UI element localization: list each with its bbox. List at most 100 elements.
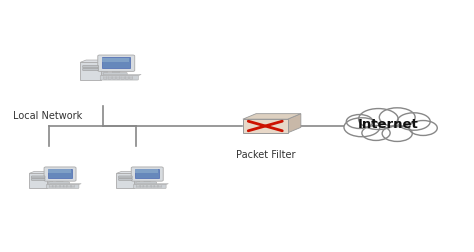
FancyBboxPatch shape bbox=[155, 186, 158, 187]
FancyBboxPatch shape bbox=[155, 187, 158, 188]
Circle shape bbox=[382, 125, 412, 141]
FancyBboxPatch shape bbox=[104, 76, 107, 77]
Circle shape bbox=[379, 108, 415, 127]
FancyBboxPatch shape bbox=[129, 78, 133, 79]
FancyBboxPatch shape bbox=[144, 186, 146, 187]
FancyBboxPatch shape bbox=[112, 77, 116, 78]
FancyBboxPatch shape bbox=[243, 119, 288, 133]
FancyBboxPatch shape bbox=[136, 169, 159, 178]
FancyBboxPatch shape bbox=[31, 176, 45, 178]
FancyBboxPatch shape bbox=[125, 77, 128, 78]
FancyBboxPatch shape bbox=[64, 185, 67, 186]
Polygon shape bbox=[56, 180, 64, 182]
FancyBboxPatch shape bbox=[60, 186, 63, 187]
FancyBboxPatch shape bbox=[29, 173, 47, 188]
FancyBboxPatch shape bbox=[137, 185, 139, 186]
FancyBboxPatch shape bbox=[112, 76, 116, 77]
Polygon shape bbox=[80, 60, 107, 62]
FancyBboxPatch shape bbox=[117, 76, 120, 77]
FancyBboxPatch shape bbox=[108, 78, 111, 79]
FancyBboxPatch shape bbox=[44, 167, 76, 181]
FancyBboxPatch shape bbox=[102, 57, 130, 68]
FancyBboxPatch shape bbox=[129, 76, 133, 77]
FancyBboxPatch shape bbox=[140, 186, 143, 187]
FancyBboxPatch shape bbox=[129, 77, 133, 78]
FancyBboxPatch shape bbox=[140, 187, 143, 188]
FancyBboxPatch shape bbox=[53, 186, 56, 187]
FancyBboxPatch shape bbox=[102, 58, 129, 62]
FancyBboxPatch shape bbox=[118, 176, 132, 178]
FancyBboxPatch shape bbox=[147, 187, 150, 188]
FancyBboxPatch shape bbox=[104, 77, 107, 78]
FancyBboxPatch shape bbox=[83, 66, 99, 68]
Text: Local Network: Local Network bbox=[13, 111, 82, 121]
FancyBboxPatch shape bbox=[83, 68, 99, 71]
Polygon shape bbox=[144, 180, 151, 182]
Polygon shape bbox=[47, 171, 52, 187]
FancyBboxPatch shape bbox=[121, 76, 124, 77]
Circle shape bbox=[344, 118, 380, 137]
FancyBboxPatch shape bbox=[57, 187, 60, 188]
FancyBboxPatch shape bbox=[117, 78, 120, 79]
FancyBboxPatch shape bbox=[117, 173, 135, 188]
FancyBboxPatch shape bbox=[98, 55, 135, 71]
FancyBboxPatch shape bbox=[68, 186, 71, 187]
FancyBboxPatch shape bbox=[151, 186, 154, 187]
FancyBboxPatch shape bbox=[53, 185, 56, 186]
FancyBboxPatch shape bbox=[137, 186, 139, 187]
Polygon shape bbox=[112, 70, 120, 73]
Text: Packet Filter: Packet Filter bbox=[236, 150, 295, 160]
Polygon shape bbox=[29, 171, 52, 173]
FancyBboxPatch shape bbox=[100, 75, 138, 80]
Text: Internet: Internet bbox=[357, 118, 418, 131]
FancyBboxPatch shape bbox=[147, 185, 150, 186]
FancyBboxPatch shape bbox=[136, 169, 158, 173]
FancyBboxPatch shape bbox=[151, 185, 154, 186]
FancyBboxPatch shape bbox=[151, 187, 154, 188]
FancyBboxPatch shape bbox=[136, 182, 157, 185]
Polygon shape bbox=[101, 75, 141, 76]
FancyBboxPatch shape bbox=[57, 186, 60, 187]
FancyBboxPatch shape bbox=[48, 169, 72, 178]
FancyBboxPatch shape bbox=[158, 187, 161, 188]
FancyBboxPatch shape bbox=[158, 185, 161, 186]
Polygon shape bbox=[47, 184, 81, 185]
FancyBboxPatch shape bbox=[49, 182, 70, 185]
Polygon shape bbox=[135, 171, 139, 187]
Polygon shape bbox=[101, 60, 107, 79]
FancyBboxPatch shape bbox=[71, 185, 74, 186]
FancyBboxPatch shape bbox=[121, 77, 124, 78]
FancyBboxPatch shape bbox=[64, 187, 67, 188]
FancyBboxPatch shape bbox=[68, 185, 71, 186]
FancyBboxPatch shape bbox=[121, 78, 124, 79]
FancyBboxPatch shape bbox=[144, 187, 146, 188]
Polygon shape bbox=[243, 114, 301, 119]
Circle shape bbox=[358, 109, 398, 130]
FancyBboxPatch shape bbox=[49, 186, 52, 187]
FancyBboxPatch shape bbox=[49, 187, 52, 188]
FancyBboxPatch shape bbox=[125, 78, 128, 79]
FancyBboxPatch shape bbox=[158, 186, 161, 187]
Circle shape bbox=[362, 125, 390, 140]
FancyBboxPatch shape bbox=[71, 187, 74, 188]
FancyBboxPatch shape bbox=[80, 62, 101, 80]
Polygon shape bbox=[117, 171, 139, 173]
FancyBboxPatch shape bbox=[49, 185, 52, 186]
FancyBboxPatch shape bbox=[155, 185, 158, 186]
FancyBboxPatch shape bbox=[103, 72, 127, 76]
FancyBboxPatch shape bbox=[125, 76, 128, 77]
FancyBboxPatch shape bbox=[64, 186, 67, 187]
FancyBboxPatch shape bbox=[131, 167, 163, 181]
FancyBboxPatch shape bbox=[46, 184, 79, 188]
Circle shape bbox=[409, 120, 438, 136]
Polygon shape bbox=[288, 114, 301, 133]
FancyBboxPatch shape bbox=[112, 78, 116, 79]
FancyBboxPatch shape bbox=[60, 187, 63, 188]
FancyBboxPatch shape bbox=[137, 187, 139, 188]
Circle shape bbox=[362, 112, 414, 140]
FancyBboxPatch shape bbox=[71, 186, 74, 187]
FancyBboxPatch shape bbox=[108, 76, 111, 77]
FancyBboxPatch shape bbox=[117, 77, 120, 78]
Polygon shape bbox=[135, 184, 168, 185]
FancyBboxPatch shape bbox=[108, 77, 111, 78]
